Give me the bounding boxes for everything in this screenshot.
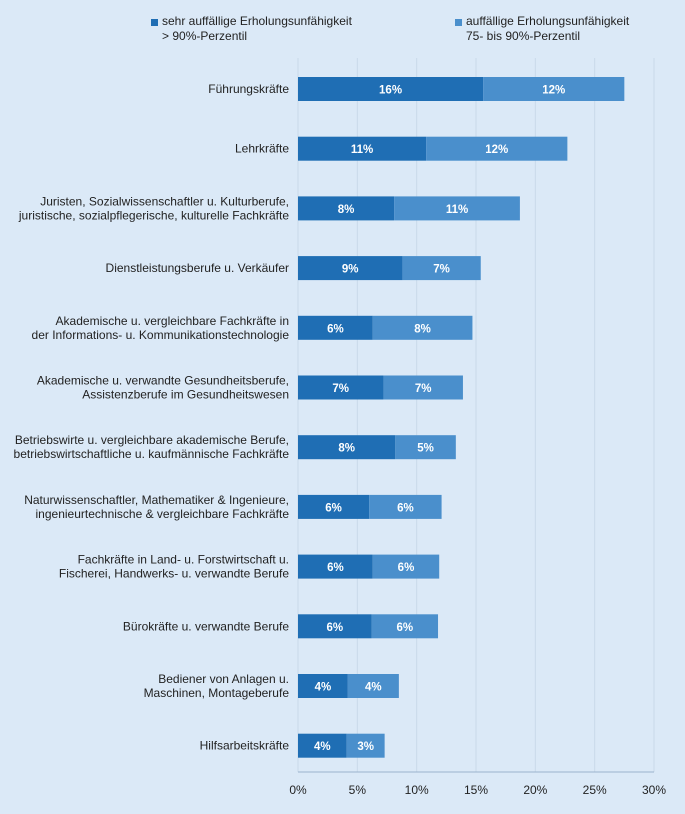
category-label: Assistenzberufe im Gesundheitswesen <box>82 388 289 402</box>
data-label: 9% <box>342 264 359 276</box>
data-label: 5% <box>417 443 434 455</box>
data-label: 6% <box>396 622 413 634</box>
bar-segment <box>372 554 440 579</box>
category-label: Bediener von Anlagen u. <box>158 672 289 686</box>
legend-swatch-light <box>455 19 462 26</box>
bar-segment <box>426 136 568 161</box>
bar-segment <box>298 494 370 519</box>
category-label: ingenieurtechnische & vergleichbare Fach… <box>36 507 290 521</box>
legend-label-line1: sehr auffällige Erholungsunfähigkeit <box>162 14 352 28</box>
bar-segment <box>394 196 520 221</box>
bar-segment <box>395 435 456 460</box>
data-label: 3% <box>357 741 374 753</box>
category-label: Akademische u. vergleichbare Fachkräfte … <box>56 314 289 328</box>
category-label: Fischerei, Handwerks- u. verwandte Beruf… <box>59 567 289 581</box>
bar-segment <box>298 77 484 101</box>
data-label: 6% <box>397 502 414 514</box>
data-label: 6% <box>398 562 415 574</box>
bar-segment <box>298 554 373 579</box>
bar-segment <box>347 674 399 698</box>
data-label: 12% <box>542 85 565 97</box>
x-tick-label: 0% <box>289 783 307 797</box>
category-label: Juristen, Sozialwissenschaftler u. Kultu… <box>40 194 289 208</box>
bar-segment <box>298 196 395 221</box>
data-label: 6% <box>327 323 344 335</box>
data-label: 6% <box>325 502 342 514</box>
category-label: Fachkräfte in Land- u. Forstwirtschaft u… <box>78 553 289 567</box>
bar-segment <box>346 733 385 758</box>
x-tick-label: 5% <box>349 783 367 797</box>
bar-segment <box>383 375 463 400</box>
category-label: Betriebswirte u. vergleichbare akademisc… <box>15 433 289 447</box>
x-tick-label: 30% <box>642 783 666 797</box>
data-label: 11% <box>446 204 468 216</box>
data-label: 7% <box>332 383 349 395</box>
x-tick-label: 25% <box>583 783 607 797</box>
legend-label-line1: auffällige Erholungsunfähigkeit <box>466 14 630 28</box>
data-label: 7% <box>415 383 432 395</box>
data-label: 12% <box>485 144 508 156</box>
category-label: juristische, sozialpflegerische, kulture… <box>18 208 289 222</box>
data-label: 6% <box>327 562 344 574</box>
data-label: 16% <box>379 85 402 97</box>
data-label: 7% <box>433 264 450 276</box>
category-label: Naturwissenschaftler, Mathematiker & Ing… <box>24 493 289 507</box>
category-label: Akademische u. verwandte Gesundheitsberu… <box>37 374 289 388</box>
legend-swatch-dark <box>151 19 158 26</box>
category-label: Maschinen, Montageberufe <box>144 686 290 700</box>
legend-label-line2: 75- bis 90%-Perzentil <box>466 29 581 43</box>
data-label: 4% <box>315 682 332 694</box>
bar-segment <box>402 256 481 281</box>
x-tick-label: 20% <box>523 783 547 797</box>
legend-item-high: auffällige Erholungsunfähigkeit 75- bis … <box>455 14 630 44</box>
data-label: 4% <box>314 741 331 753</box>
bar-segment <box>298 733 347 758</box>
legend-item-very-high: sehr auffällige Erholungsunfähigkeit > 9… <box>151 14 352 44</box>
data-label: 6% <box>326 622 343 634</box>
bar-segment <box>298 375 384 400</box>
category-label: Lehrkräfte <box>235 142 289 156</box>
data-label: 8% <box>338 443 355 455</box>
category-label: der Informations- u. Kommunikationstechn… <box>32 328 290 342</box>
bar-segment <box>372 315 473 340</box>
bar-segment <box>369 494 442 519</box>
category-label: Führungskräfte <box>208 82 289 96</box>
data-label: 11% <box>351 144 373 156</box>
bar-segment <box>371 614 439 639</box>
data-label: 8% <box>338 204 355 216</box>
bar-segment <box>298 614 372 639</box>
bar-segment <box>298 136 427 161</box>
data-label: 4% <box>365 682 382 694</box>
category-label: betriebswirtschaftliche u. kaufmännische… <box>14 447 290 461</box>
category-label: Dienstleistungsberufe u. Verkäufer <box>106 261 289 275</box>
bar-segment <box>483 77 625 101</box>
x-tick-label: 15% <box>464 783 488 797</box>
data-label: 8% <box>414 323 431 335</box>
x-tick-label: 10% <box>405 783 429 797</box>
legend-label-line2: > 90%-Perzentil <box>162 29 248 43</box>
bar-segment <box>298 315 373 340</box>
category-label: Bürokräfte u. verwandte Berufe <box>123 619 289 633</box>
bar-segment <box>298 435 396 460</box>
bar-segment <box>298 674 348 698</box>
bar-segment <box>298 256 403 281</box>
category-label: Hilfsarbeitskräfte <box>200 739 290 753</box>
